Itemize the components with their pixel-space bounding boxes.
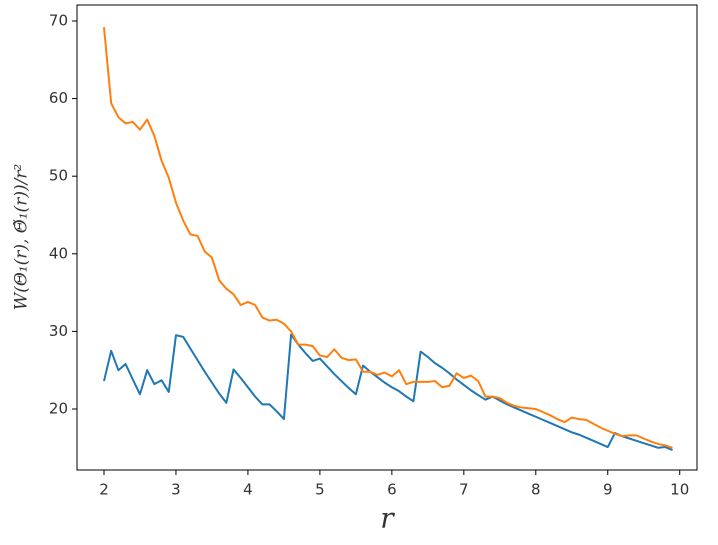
y-tick-label: 20 <box>49 400 68 418</box>
x-tick-label: 10 <box>670 481 689 499</box>
x-axis-title: r <box>380 502 395 535</box>
x-tick-label: 6 <box>387 481 397 499</box>
y-tick-label: 50 <box>49 167 68 185</box>
x-tick-label: 5 <box>315 481 325 499</box>
y-tick-label: 60 <box>49 89 68 107</box>
x-tick-label: 4 <box>243 481 253 499</box>
x-tick-label: 2 <box>99 481 109 499</box>
x-tick-label: 7 <box>459 481 469 499</box>
y-tick-label: 40 <box>49 244 68 262</box>
data-line <box>103 333 673 452</box>
y-axis-title: W(Θ₁(r), Θ̃₁(r))/r² <box>12 164 32 311</box>
data-line <box>102 27 673 449</box>
plot-frame <box>76 4 698 471</box>
x-tick-label: 8 <box>531 481 541 499</box>
x-tick-label: 9 <box>603 481 613 499</box>
y-tick-label: 30 <box>49 322 68 340</box>
x-tick-label: 3 <box>171 481 181 499</box>
y-tick-label: 70 <box>49 11 68 29</box>
